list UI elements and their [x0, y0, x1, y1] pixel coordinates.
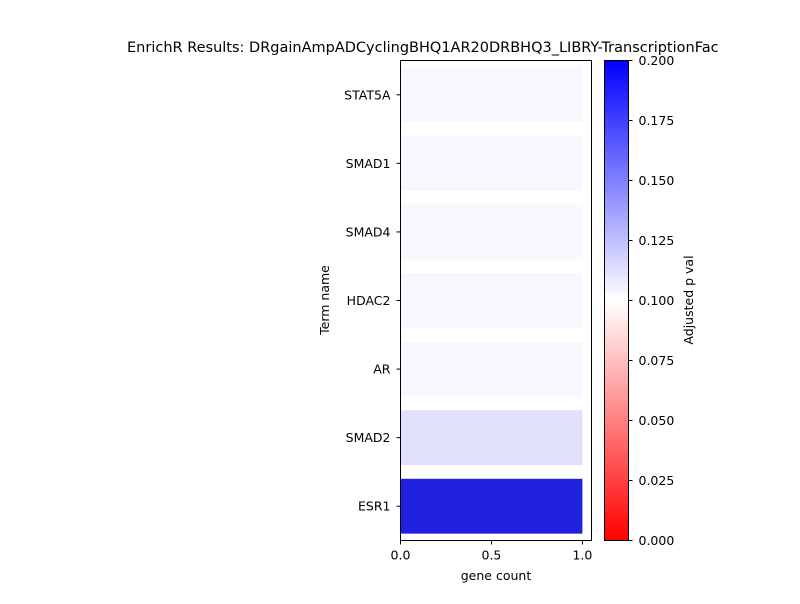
y-tick-label: SMAD1: [346, 156, 391, 171]
bar-hdac2: [400, 273, 583, 328]
colorbar-tick-label: 0.000: [639, 533, 675, 548]
colorbar-tick-label: 0.050: [639, 413, 675, 428]
colorbar-tick-label: 0.175: [639, 113, 675, 128]
bar-stat5a: [400, 67, 583, 123]
y-tick-label: STAT5A: [344, 87, 391, 102]
colorbar-label: Adjusted p val: [681, 255, 696, 344]
colorbar-tick-label: 0.125: [639, 233, 675, 248]
x-axis-label: gene count: [461, 568, 532, 583]
y-axis-label: Term name: [317, 265, 332, 336]
bar-smad2: [400, 410, 583, 466]
y-tick-label: HDAC2: [347, 293, 391, 308]
x-tick-label: 0.5: [482, 548, 502, 563]
bar-esr1: [400, 478, 583, 534]
x-tick-label: 0.0: [391, 548, 411, 563]
colorbar-tick-label: 0.075: [639, 353, 675, 368]
colorbar-tick-label: 0.200: [639, 53, 675, 68]
chart-title: EnrichR Results: DRgainAmpADCyclingBHQ1A…: [127, 40, 719, 56]
bar-ar: [400, 341, 583, 397]
y-tick-label: ESR1: [358, 499, 390, 514]
bar-smad1: [400, 135, 583, 191]
colorbar-tick-label: 0.100: [639, 293, 675, 308]
y-tick-label: SMAD2: [346, 430, 391, 445]
y-tick-label: SMAD4: [346, 224, 391, 239]
bar-smad4: [400, 204, 583, 260]
x-tick-label: 1.0: [572, 548, 592, 563]
y-tick-label: AR: [373, 362, 391, 377]
colorbar: [604, 60, 629, 541]
colorbar-tick-label: 0.025: [639, 473, 675, 488]
colorbar-tick-label: 0.150: [639, 173, 675, 188]
